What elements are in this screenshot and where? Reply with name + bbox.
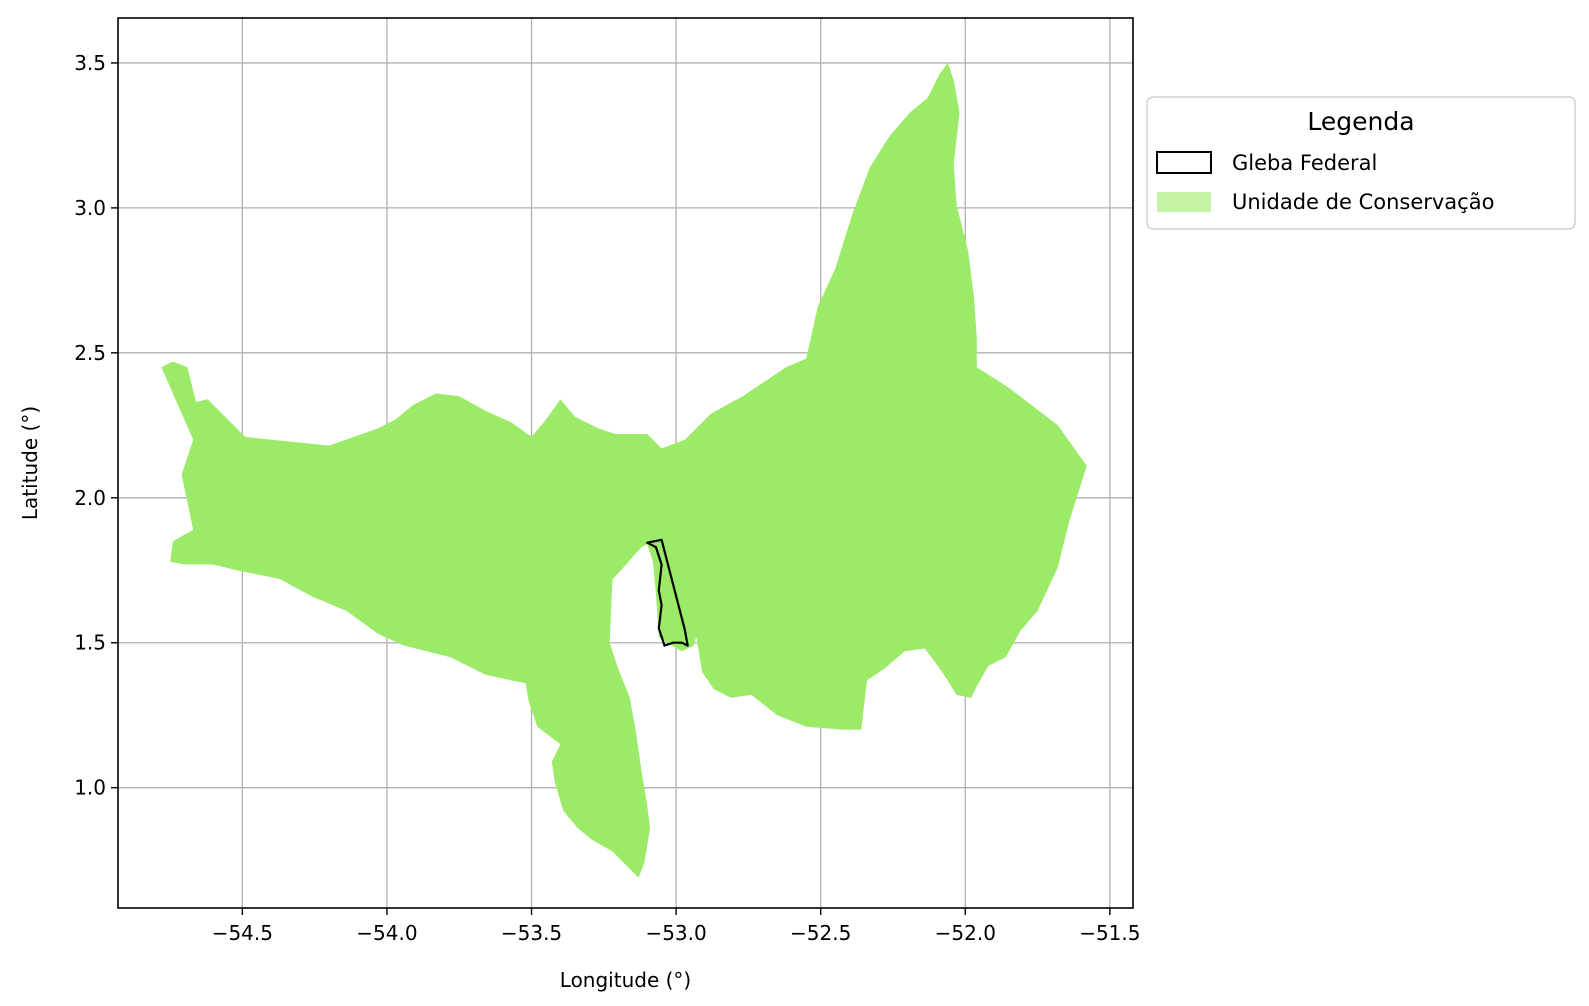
x-tick-label: −54.0 — [356, 921, 417, 945]
y-tick-label: 2.5 — [74, 341, 106, 365]
y-axis-ticks: 1.0 1.5 2.0 2.5 3.0 3.5 — [74, 51, 118, 800]
conservation-unit-polygon — [161, 62, 1087, 878]
x-tick-label: −51.5 — [1079, 921, 1140, 945]
y-tick-label: 2.0 — [74, 486, 106, 510]
legend-swatch-unidade-conservacao — [1157, 192, 1211, 212]
x-tick-label: −54.5 — [212, 921, 273, 945]
y-axis-label: Latitude (°) — [18, 406, 42, 520]
legend-swatch-gleba-federal — [1156, 151, 1212, 174]
x-tick-label: −52.0 — [935, 921, 996, 945]
x-tick-label: −53.0 — [645, 921, 706, 945]
federal-gleba-polygon — [646, 538, 689, 647]
legend-frame — [1146, 96, 1576, 230]
y-tick-label: 1.5 — [74, 631, 106, 655]
y-tick-label: 1.0 — [74, 776, 106, 800]
x-axis-label: Longitude (°) — [560, 968, 691, 992]
x-tick-label: −53.5 — [501, 921, 562, 945]
legend: Legenda Gleba Federal Unidade de Conserv… — [1146, 96, 1576, 230]
y-tick-label: 3.0 — [74, 196, 106, 220]
legend-title: Legenda — [1307, 107, 1414, 136]
x-axis-ticks: −54.5 −54.0 −53.5 −53.0 −52.5 −52.0 −51.5 — [212, 908, 1141, 945]
y-tick-label: 3.5 — [74, 51, 106, 75]
x-tick-label: −52.5 — [790, 921, 851, 945]
legend-label-gleba-federal: Gleba Federal — [1232, 151, 1377, 175]
legend-label-unidade-conservacao: Unidade de Conservação — [1232, 190, 1494, 214]
axes-frame — [117, 17, 1134, 909]
